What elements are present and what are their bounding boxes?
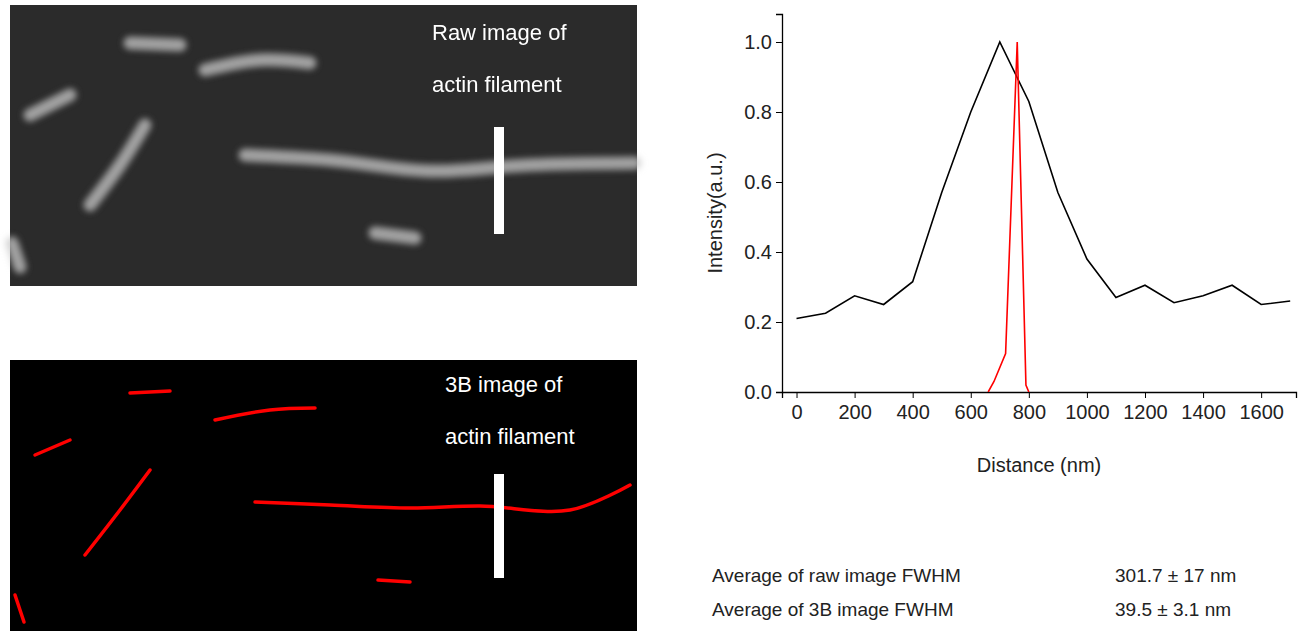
y-axis: 0.0 0.2 0.4 0.6 0.8 1.0 (744, 15, 782, 403)
y-tick-label: 0.6 (744, 171, 772, 193)
x-tick-mark (1029, 392, 1030, 398)
image-label: 3B image of (445, 372, 563, 397)
stat-value: 39.5 ± 3.1 nm (1115, 599, 1231, 620)
x-tick: 600 (955, 392, 988, 423)
x-tick-label: 1600 (1239, 401, 1284, 423)
filaments (12, 43, 635, 267)
y-tick: 0.2 (744, 311, 782, 333)
x-tick-mark (1145, 392, 1146, 398)
y-tick-mark (776, 112, 782, 113)
figure: Raw image of actin filament 3B image of act… (0, 0, 1306, 631)
line-profile-marker (494, 127, 504, 234)
x-tick: 1000 (1065, 392, 1110, 423)
y-tick-label: 0.4 (744, 241, 772, 263)
x-axis-title: Distance (nm) (977, 454, 1101, 476)
line-profile-marker (494, 474, 504, 578)
x-tick: 200 (838, 392, 871, 423)
image-panel: Raw image of actin filament (10, 5, 637, 286)
y-tick-mark (776, 182, 782, 183)
y-tick-label: 0.2 (744, 311, 772, 333)
filament (130, 43, 180, 45)
x-tick: 0 (791, 392, 802, 423)
filament (215, 408, 315, 420)
x-tick-label: 200 (838, 401, 871, 423)
image-background (10, 360, 637, 631)
x-tick-mark (971, 392, 972, 398)
filament (378, 580, 410, 582)
filament (12, 243, 20, 267)
filament (30, 95, 70, 115)
filament (255, 485, 630, 511)
x-tick-label: 0 (791, 401, 802, 423)
x-tick-label: 1000 (1065, 401, 1110, 423)
image-label: Raw image of (432, 20, 567, 45)
x-tick-label: 800 (1013, 401, 1046, 423)
image-label: actin filament (432, 72, 562, 97)
x-tick: 1200 (1123, 392, 1168, 423)
x-tick: 400 (896, 392, 929, 423)
x-tick: 800 (1013, 392, 1046, 423)
filament (130, 391, 170, 393)
y-tick: 0.0 (744, 381, 782, 403)
y-tick: 0.8 (744, 101, 782, 123)
y-tick: 1.0 (744, 31, 782, 53)
filament (15, 595, 24, 622)
filament (85, 470, 150, 555)
y-tick-mark (776, 322, 782, 323)
plot-area (797, 42, 1291, 392)
series-line (797, 42, 1291, 319)
filament (35, 440, 70, 455)
x-tick-mark (855, 392, 856, 398)
x-tick-label: 400 (896, 401, 929, 423)
y-tick-label: 0.8 (744, 101, 772, 123)
x-tick-label: 1400 (1181, 401, 1226, 423)
stat-label: Average of 3B image FWHM (712, 599, 953, 620)
image-panel: 3B image of actin filament (10, 360, 637, 631)
y-tick: 0.4 (744, 241, 782, 263)
x-axis-line (783, 393, 1297, 399)
x-tick-label: 600 (955, 401, 988, 423)
y-axis-line (776, 15, 783, 393)
x-tick-mark (913, 392, 914, 398)
x-tick-mark (1087, 392, 1088, 398)
filament (205, 60, 310, 70)
x-tick-mark (1203, 392, 1204, 398)
y-tick: 0.6 (744, 171, 782, 193)
image-background (10, 5, 637, 286)
y-tick-mark (776, 392, 782, 393)
stat-label: Average of raw image FWHM (712, 565, 961, 586)
y-tick-label: 1.0 (744, 31, 772, 53)
y-tick-mark (776, 252, 782, 253)
x-axis: 0 200 400 600 800 1000 1200 1400 1600 (783, 392, 1297, 423)
y-axis-title: Intensity(a.u.) (704, 152, 726, 273)
filament (245, 155, 635, 171)
filament (90, 125, 145, 205)
x-tick: 1400 (1181, 392, 1226, 423)
x-tick-mark (1261, 392, 1262, 398)
filaments (15, 391, 630, 622)
filament (375, 233, 415, 238)
y-tick-label: 0.0 (744, 381, 772, 403)
x-tick: 1600 (1239, 392, 1284, 423)
y-tick-mark (776, 42, 782, 43)
image-label: actin filament (445, 424, 575, 449)
x-tick-mark (797, 392, 798, 398)
series-line (988, 42, 1029, 392)
x-tick-label: 1200 (1123, 401, 1168, 423)
stat-value: 301.7 ± 17 nm (1115, 565, 1236, 586)
